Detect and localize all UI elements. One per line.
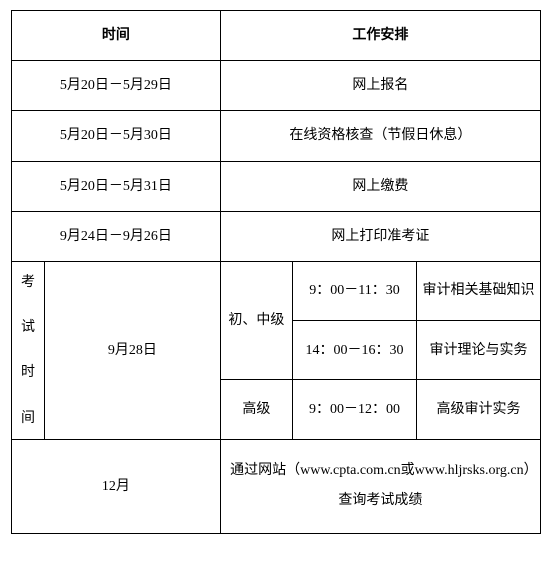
table-row: 5月20日－5月30日 在线资格核查（节假日休息） [12,111,541,161]
table-row: 5月20日－5月31日 网上缴费 [12,161,541,211]
exam-slot-subject: 审计理论与实务 [417,321,541,380]
table-row: 5月20日－5月29日 网上报名 [12,61,541,111]
cell-time: 5月20日－5月30日 [12,111,221,161]
exam-vertical-char: 时 [16,360,40,385]
cell-time: 5月20日－5月31日 [12,161,221,211]
result-row: 12月 通过网站（www.cpta.com.cn或www.hljrsks.org… [12,439,541,534]
exam-level-b: 高级 [220,380,292,439]
exam-vertical-label: 考 试 时 间 [12,261,45,439]
header-time: 时间 [12,11,221,61]
result-desc: 通过网站（www.cpta.com.cn或www.hljrsks.org.cn）… [220,439,540,534]
exam-row: 考 试 时 间 9月28日 初、中级 9：00－11：30 审计相关基础知识 [12,261,541,320]
cell-task: 网上缴费 [220,161,540,211]
exam-slot-time: 9：00－12：00 [293,380,417,439]
result-month: 12月 [12,439,221,534]
cell-task: 在线资格核查（节假日休息） [220,111,540,161]
exam-level-a: 初、中级 [220,261,292,380]
cell-time: 5月20日－5月29日 [12,61,221,111]
exam-slot-time: 14：00－16：30 [293,321,417,380]
exam-date: 9月28日 [45,261,221,439]
cell-task: 网上打印准考证 [220,211,540,261]
exam-slot-time: 9：00－11：30 [293,261,417,320]
exam-vertical-char: 考 [16,270,40,295]
schedule-table: 时间 工作安排 5月20日－5月29日 网上报名 5月20日－5月30日 在线资… [11,10,541,534]
cell-time: 9月24日－9月26日 [12,211,221,261]
header-row: 时间 工作安排 [12,11,541,61]
exam-slot-subject: 高级审计实务 [417,380,541,439]
header-arrangement: 工作安排 [220,11,540,61]
exam-vertical-char: 试 [16,315,40,340]
table-row: 9月24日－9月26日 网上打印准考证 [12,211,541,261]
cell-task: 网上报名 [220,61,540,111]
exam-slot-subject: 审计相关基础知识 [417,261,541,320]
exam-vertical-char: 间 [16,406,40,431]
